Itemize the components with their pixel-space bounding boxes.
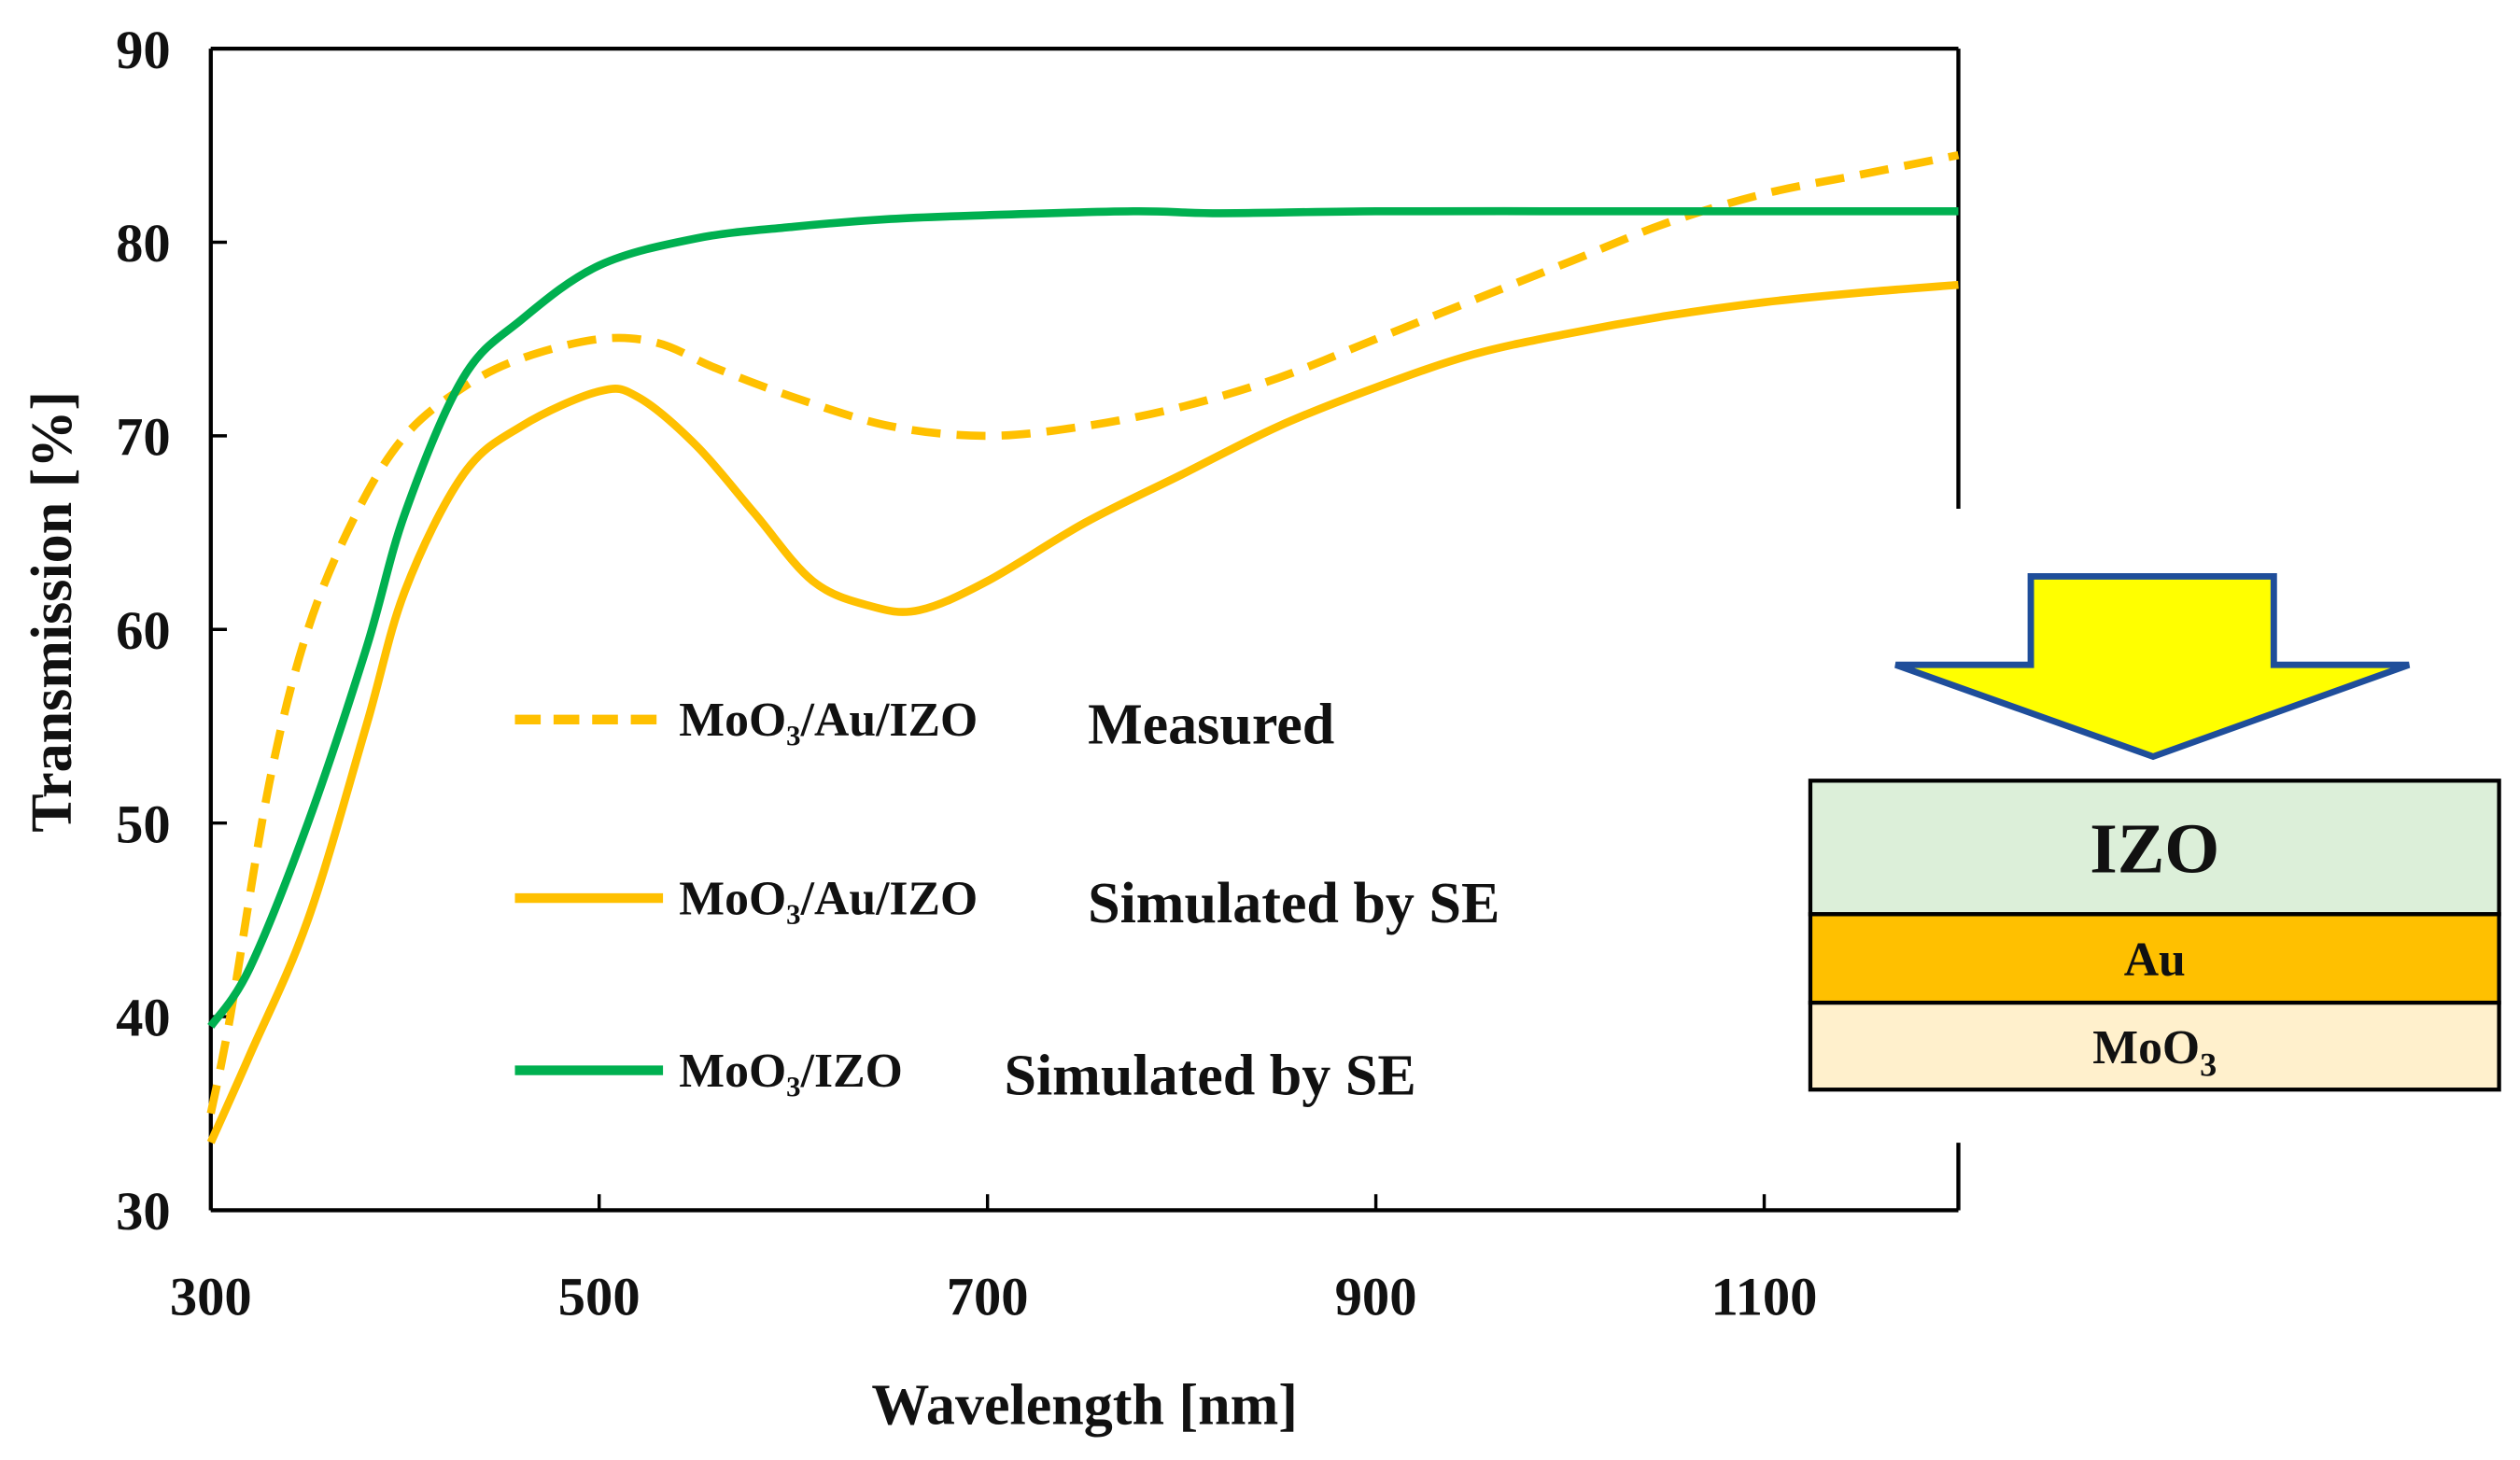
x-tick-label: 900 bbox=[1335, 1266, 1417, 1327]
legend-label: MoO₃/Au/IZO bbox=[679, 694, 978, 747]
y-tick-label: 40 bbox=[116, 988, 171, 1048]
layer-moo bbox=[1808, 1000, 2501, 1092]
axes bbox=[208, 46, 1961, 1213]
layer-izo bbox=[1808, 779, 2501, 917]
legend-description: Simulated by SE bbox=[1088, 872, 1499, 935]
y-tick-label: 60 bbox=[116, 600, 171, 661]
series-line-1 bbox=[206, 280, 1959, 1144]
layer-label-text: MoO bbox=[2092, 1021, 2200, 1074]
layer-au bbox=[1808, 912, 2501, 1005]
x-tick-label: 500 bbox=[558, 1266, 641, 1327]
x-tick-label: 700 bbox=[947, 1266, 1029, 1327]
y-tick-label: 50 bbox=[116, 793, 171, 854]
y-axis-label: Transmission [%] bbox=[21, 391, 84, 833]
legend-description: Simulated by SE bbox=[1004, 1044, 1415, 1107]
layer-label: Au bbox=[2124, 934, 2186, 987]
legend-description: Measured bbox=[1088, 694, 1334, 757]
y-tick-label: 80 bbox=[116, 213, 171, 274]
layer-label-subscript: 3 bbox=[2200, 1046, 2217, 1084]
down-arrow-icon bbox=[1894, 572, 2411, 761]
legend-label: MoO₃/IZO bbox=[679, 1045, 902, 1098]
layer-label: IZO bbox=[2090, 809, 2219, 888]
series-line-2 bbox=[207, 206, 1959, 1029]
legend-label: MoO₃/Au/IZO bbox=[679, 872, 978, 925]
y-tick-label: 30 bbox=[116, 1181, 171, 1242]
y-tick-label: 70 bbox=[116, 407, 171, 468]
layer-label: MoO3 bbox=[2092, 1021, 2217, 1084]
legend: MoO₃/Au/IZO Measured MoO₃/Au/IZO Simulated … bbox=[514, 694, 1499, 1107]
layer-label-text: Au bbox=[2124, 934, 2186, 987]
layer-label-text: IZO bbox=[2090, 809, 2219, 888]
series-line-0 bbox=[206, 150, 1960, 1115]
y-tick-label: 90 bbox=[116, 20, 171, 80]
x-tick-label: 1100 bbox=[1711, 1266, 1818, 1327]
x-axis-label: Wavelength [nm] bbox=[871, 1374, 1298, 1438]
x-tick-label: 300 bbox=[170, 1266, 252, 1327]
layer-stack-inset: IZO Au MoO3 bbox=[1808, 572, 2501, 1092]
